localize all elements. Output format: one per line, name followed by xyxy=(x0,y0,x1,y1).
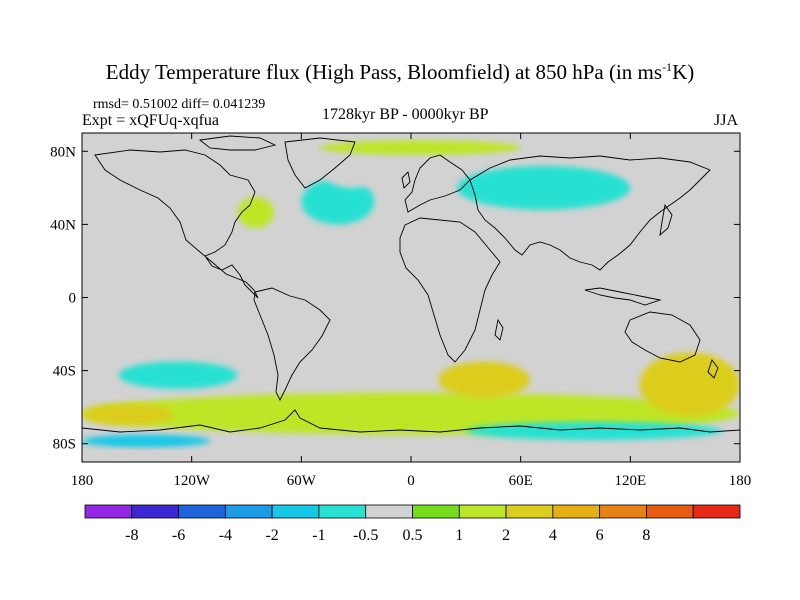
coastline-greenland xyxy=(284,137,356,189)
y-tick-label: 80N xyxy=(50,144,76,160)
coastline-australia xyxy=(624,311,701,363)
colorbar-label: -6 xyxy=(172,527,185,544)
coastline-asia xyxy=(469,155,711,271)
coastline-layer xyxy=(82,135,740,433)
colorbar-label: 4 xyxy=(549,527,557,544)
x-tick-label: 180 xyxy=(71,473,94,489)
anomaly-region-ross-sea-negative xyxy=(82,434,210,448)
colorbar-swatch xyxy=(271,504,320,519)
x-axis: 180 120W 60W 0 60E 120E 180 xyxy=(71,133,752,489)
x-tick-label: 120W xyxy=(173,473,211,489)
colorbar-swatch xyxy=(131,504,179,519)
colorbar-swatch xyxy=(224,504,273,519)
anomaly-region-arctic-positive xyxy=(319,140,521,155)
colorbar-swatch xyxy=(505,504,554,519)
colorbar-label: -4 xyxy=(219,527,232,544)
anomaly-region-antarctic-coast-negative xyxy=(465,421,722,441)
y-axis: 80N 40N 0 40S 80S xyxy=(50,144,740,453)
experiment-label: Expt = xQFUq-xqfua xyxy=(82,112,220,129)
anomaly-region-south-pacific-positive-core xyxy=(82,403,174,426)
coastline-madagascar xyxy=(494,318,504,341)
colorbar-swatch xyxy=(84,504,133,519)
colorbar-label: -1 xyxy=(312,527,325,544)
period-label: 1728kyr BP - 0000kyr BP xyxy=(322,106,489,123)
anomaly-region-south-pacific-negative xyxy=(118,361,238,389)
coastline-british-isles xyxy=(401,171,411,189)
x-tick-label: 60W xyxy=(287,473,317,489)
colorbar-swatch xyxy=(646,504,694,519)
x-tick-label: 0 xyxy=(407,473,415,489)
coastline-indonesia xyxy=(584,287,662,306)
anomaly-region-australia-south-positive xyxy=(639,352,740,417)
colorbar-label: -2 xyxy=(265,527,278,544)
colorbar-label: -8 xyxy=(125,527,138,544)
x-tick-label: 120E xyxy=(614,473,646,489)
colorbar-swatch xyxy=(692,504,741,519)
anomaly-region-greenland-negative xyxy=(319,145,384,188)
stats-label: rmsd= 0.51002 diff= 0.041239 xyxy=(93,97,266,112)
colorbar-swatch xyxy=(412,504,460,519)
colorbar-label: 6 xyxy=(596,527,604,544)
coastline-antarctica xyxy=(82,409,740,433)
colorbar: -8 -6 -4 -2 -1 -0.5 0.5 1 2 4 6 8 xyxy=(84,504,741,544)
colorbar-label: 8 xyxy=(642,527,650,544)
colorbar-swatch xyxy=(178,504,226,519)
colorbar-label: 1 xyxy=(455,527,463,544)
coastline-north-america xyxy=(94,149,259,299)
anomaly-region-north-america-positive xyxy=(237,196,274,229)
colorbar-swatch xyxy=(458,504,507,519)
colorbar-swatch xyxy=(318,504,367,519)
colorbar-swatch xyxy=(552,504,601,519)
x-tick-label: 180 xyxy=(729,473,752,489)
coastline-arctic-islands xyxy=(198,135,277,151)
coastline-new-zealand xyxy=(707,359,719,379)
y-tick-label: 40S xyxy=(53,364,76,380)
anomaly-region-eurasia-negative xyxy=(456,165,631,210)
y-tick-label: 0 xyxy=(69,291,77,307)
anomaly-region-south-indian-positive xyxy=(438,361,530,399)
x-tick-label: 60E xyxy=(509,473,533,489)
colorbar-label: 0.5 xyxy=(403,527,423,544)
coastline-africa xyxy=(399,217,501,363)
coastline-japan xyxy=(659,203,673,237)
colorbar-swatch xyxy=(365,504,413,519)
map-title: Eddy Temperature flux (High Pass, Bloomf… xyxy=(105,60,695,84)
y-tick-label: 80S xyxy=(53,437,76,453)
anomaly-fill-layer xyxy=(82,140,740,448)
colorbar-label: -0.5 xyxy=(353,527,378,544)
season-label: JJA xyxy=(714,112,739,129)
coastline-europe xyxy=(404,154,471,213)
colorbar-swatch xyxy=(599,504,647,519)
y-tick-label: 40N xyxy=(50,217,76,233)
anomaly-region-north-atlantic-negative xyxy=(301,178,375,225)
colorbar-label: 2 xyxy=(502,527,510,544)
coastline-south-america xyxy=(253,287,331,402)
